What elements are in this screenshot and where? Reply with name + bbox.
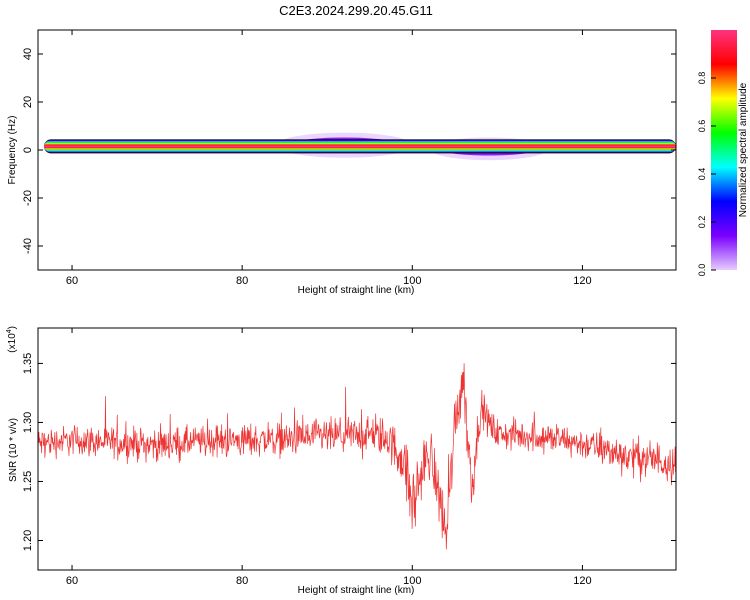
snr-x-ticks: 60 80 100 120 (66, 328, 592, 587)
spectrogram-x-tick-label: 80 (236, 275, 248, 287)
colorbar-tick-label: 0.8 (697, 72, 707, 85)
snr-frame (37, 327, 677, 571)
spectrogram-x-tick-label: 120 (573, 275, 591, 287)
spectrogram-y-tick-label: -20 (22, 190, 34, 206)
colorbar-ticks: 0.0 0.2 0.4 0.6 0.8 (697, 72, 716, 277)
spectrogram-y-tick-label: 0 (22, 147, 34, 153)
chart-title: C2E3.2024.299.20.45.G11 (279, 3, 433, 18)
spectrogram-marks (44, 132, 676, 161)
spectrogram-y-tick-label: 40 (22, 48, 34, 60)
snr-y-multiplier-exp: 4 (6, 329, 13, 333)
spectrogram-x-label: Height of straight line (km) (298, 285, 415, 296)
snr-y-multiplier-base: (x10 (7, 333, 18, 353)
snr-y-tick-label: 1.20 (22, 530, 34, 551)
colorbar: 0.0 0.2 0.4 0.6 0.8 Normalized spectral ampl… (697, 30, 749, 276)
snr-y-multiplier: (x104) (6, 326, 18, 353)
snr-y-label: SNR (10 * v/v) (8, 418, 19, 482)
snr-panel: 60 80 100 120 1.35 1.30 1.25 1.20 Height of st… (6, 326, 677, 596)
snr-y-tick-label: 1.30 (22, 412, 34, 433)
snr-x-tick-label: 80 (236, 575, 248, 587)
snr-x-tick-label: 60 (66, 575, 78, 587)
colorbar-tick-label: 0.0 (697, 264, 707, 277)
spectrogram-x-tick-label: 100 (403, 275, 421, 287)
colorbar-tick-label: 0.4 (697, 168, 707, 181)
spectrogram-y-ticks: 40 20 0 -20 -40 (22, 48, 676, 254)
snr-x-label: Height of straight line (km) (298, 585, 415, 596)
snr-y-tick-label: 1.25 (22, 471, 34, 492)
snr-y-ticks: 1.35 1.30 1.25 1.20 (22, 353, 676, 551)
snr-x-tick-label: 100 (403, 575, 421, 587)
snr-x-tick-label: 120 (573, 575, 591, 587)
svg-text:(x104): (x104) (6, 326, 18, 353)
colorbar-tick-label: 0.6 (697, 120, 707, 133)
spectrogram-y-tick-label: -40 (22, 238, 34, 254)
spectrogram-y-tick-label: 20 (22, 96, 34, 108)
snr-series-line (38, 363, 676, 550)
colorbar-gradient (711, 30, 737, 270)
spectrogram-panel: 60 80 100 120 40 20 0 -20 -40 Height of straigh… (7, 29, 677, 296)
dominant-band-layer-6 (44, 145, 676, 148)
spectrogram-x-tick-label: 60 (66, 275, 78, 287)
colorbar-tick-label: 0.2 (697, 216, 707, 229)
spectrogram-y-label: Frequency (Hz) (7, 116, 18, 185)
colorbar-label: Normalized spectral amplitude (738, 82, 749, 217)
snr-y-tick-label: 1.35 (22, 353, 34, 374)
spectrogram-x-ticks: 60 80 100 120 (66, 30, 592, 287)
